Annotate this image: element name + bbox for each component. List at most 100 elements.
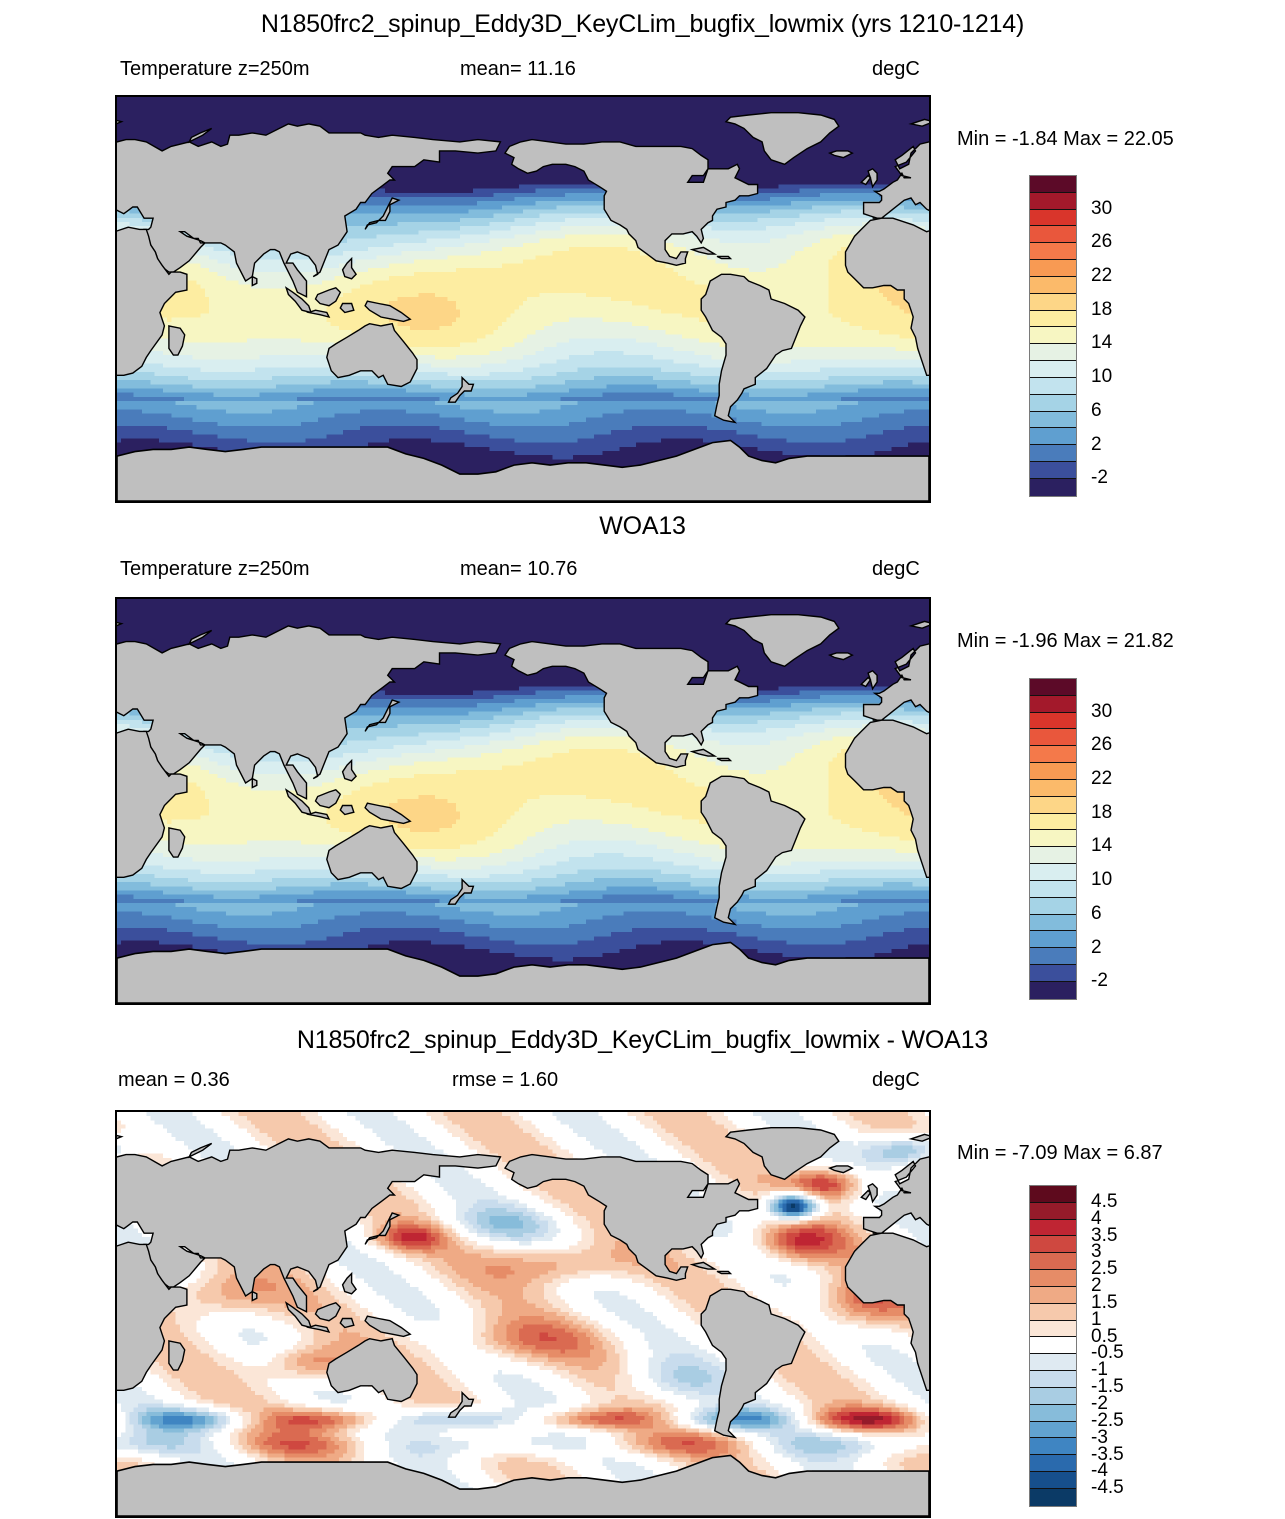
colorbar-segment bbox=[1030, 1488, 1076, 1506]
colorbar-segment bbox=[1030, 763, 1076, 780]
colorbar-segment bbox=[1030, 1438, 1076, 1456]
colorbar-segment bbox=[1030, 327, 1076, 345]
colorbar-segment bbox=[1030, 1472, 1076, 1489]
colorbar-tick-label: -2 bbox=[1091, 1393, 1108, 1415]
colorbar bbox=[1029, 175, 1077, 497]
colorbar-segment bbox=[1030, 1404, 1076, 1422]
panel-units-label: degC bbox=[872, 1069, 920, 1092]
colorbar-tick-label: 22 bbox=[1091, 265, 1112, 287]
colorbar-segment bbox=[1030, 394, 1076, 412]
colorbar-segment bbox=[1030, 864, 1076, 881]
colorbar-segment bbox=[1030, 276, 1076, 294]
colorbar-segment bbox=[1030, 931, 1076, 949]
colorbar-tick-label: 6 bbox=[1091, 400, 1102, 422]
colorbar-segment bbox=[1030, 746, 1076, 764]
colorbar-labels: 4.5 4 3.5 3 2.5 2 1.5 1 0.5 -0.5 -1 -1.5 -2 -2.5 -3 -3.… bbox=[1091, 1185, 1181, 1505]
colorbar-segment bbox=[1030, 462, 1076, 479]
colorbar-tick-label: 10 bbox=[1091, 869, 1112, 891]
colorbar-tick-label: -4 bbox=[1091, 1460, 1108, 1482]
colorbar-segment bbox=[1030, 813, 1076, 831]
colorbar-tick-label: 30 bbox=[1091, 701, 1112, 723]
colorbar-tick-label: 2 bbox=[1091, 937, 1102, 959]
colorbar-segment bbox=[1030, 796, 1076, 814]
colorbar-segment bbox=[1030, 1421, 1076, 1439]
colorbar-segment bbox=[1030, 897, 1076, 915]
colorbar-segment bbox=[1030, 1387, 1076, 1405]
panel-mean-label: mean= 11.16 bbox=[460, 58, 576, 81]
min-max-label: Min = -1.84 Max = 22.05 bbox=[957, 128, 1174, 151]
colorbar-tick-label: -2.5 bbox=[1091, 1410, 1124, 1432]
colorbar-segment bbox=[1030, 830, 1076, 848]
colorbar-tick-label: 10 bbox=[1091, 366, 1112, 388]
colorbar-tick-label: 2.5 bbox=[1091, 1258, 1117, 1280]
min-max-label: Min = -1.96 Max = 21.82 bbox=[957, 630, 1174, 653]
colorbar-segment bbox=[1030, 176, 1076, 193]
colorbar-tick-label: -4.5 bbox=[1091, 1477, 1124, 1499]
colorbar-tick-label: 3.5 bbox=[1091, 1225, 1117, 1247]
colorbar-segment bbox=[1030, 293, 1076, 311]
colorbar-tick-label: -1 bbox=[1091, 1359, 1108, 1381]
colorbar-tick-label: 4 bbox=[1091, 1208, 1102, 1230]
colorbar-tick-label: 1 bbox=[1091, 1309, 1102, 1331]
panel-field-label: Temperature z=250m bbox=[120, 558, 310, 581]
colorbar-tick-label: 14 bbox=[1091, 332, 1112, 354]
colorbar-tick-label: -3 bbox=[1091, 1427, 1108, 1449]
colorbar-segment bbox=[1030, 1186, 1076, 1203]
panel-subheader: Temperature z=250m mean= 10.76 degC bbox=[0, 558, 1285, 582]
panel-subheader: mean = 0.36 rmse = 1.60 degC bbox=[0, 1069, 1285, 1093]
panel-title: N1850frc2_spinup_Eddy3D_KeyCLim_bugfix_l… bbox=[0, 10, 1285, 39]
colorbar-tick-label: 30 bbox=[1091, 198, 1112, 220]
colorbar-segment bbox=[1030, 948, 1076, 966]
colorbar-tick-label: 22 bbox=[1091, 768, 1112, 790]
world-map bbox=[115, 1110, 931, 1518]
colorbar-tick-label: 14 bbox=[1091, 835, 1112, 857]
colorbar-segment bbox=[1030, 260, 1076, 277]
min-max-label: Min = -7.09 Max = 6.87 bbox=[957, 1142, 1163, 1165]
colorbar-segment bbox=[1030, 729, 1076, 747]
colorbar-segment bbox=[1030, 1303, 1076, 1321]
colorbar-segment bbox=[1030, 679, 1076, 696]
colorbar-segment bbox=[1030, 1354, 1076, 1372]
colorbar-tick-label: -0.5 bbox=[1091, 1342, 1124, 1364]
colorbar-tick-label: 0.5 bbox=[1091, 1326, 1117, 1348]
panel-field-label: Temperature z=250m bbox=[120, 58, 310, 81]
colorbar-segment bbox=[1030, 1371, 1076, 1388]
colorbar-segment bbox=[1030, 478, 1076, 496]
colorbar-tick-label: -1.5 bbox=[1091, 1376, 1124, 1398]
panel-units-label: degC bbox=[872, 58, 920, 81]
colorbar-segment bbox=[1030, 1455, 1076, 1473]
panel-title: WOA13 bbox=[0, 512, 1285, 541]
colorbar bbox=[1029, 1185, 1077, 1507]
colorbar-segment bbox=[1030, 192, 1076, 210]
panel-title: N1850frc2_spinup_Eddy3D_KeyCLim_bugfix_l… bbox=[0, 1026, 1285, 1055]
colorbar-tick-label: 2 bbox=[1091, 1275, 1102, 1297]
colorbar-segment bbox=[1030, 965, 1076, 982]
colorbar-segment bbox=[1030, 377, 1076, 395]
colorbar-tick-label: 4.5 bbox=[1091, 1191, 1117, 1213]
colorbar-segment bbox=[1030, 1236, 1076, 1254]
colorbar-segment bbox=[1030, 1337, 1076, 1355]
colorbar-tick-label: 3 bbox=[1091, 1241, 1102, 1263]
colorbar-segment bbox=[1030, 981, 1076, 999]
colorbar-segment bbox=[1030, 428, 1076, 446]
colorbar-segment bbox=[1030, 914, 1076, 932]
colorbar-tick-label: -2 bbox=[1091, 970, 1108, 992]
colorbar-segment bbox=[1030, 712, 1076, 730]
colorbar-segment bbox=[1030, 1219, 1076, 1237]
colorbar-tick-label: 6 bbox=[1091, 903, 1102, 925]
colorbar-segment bbox=[1030, 695, 1076, 713]
colorbar-segment bbox=[1030, 344, 1076, 362]
colorbar-segment bbox=[1030, 209, 1076, 227]
colorbar-segment bbox=[1030, 226, 1076, 244]
colorbar bbox=[1029, 678, 1077, 1000]
colorbar-tick-label: -2 bbox=[1091, 467, 1108, 489]
colorbar-segment bbox=[1030, 1320, 1076, 1338]
colorbar-segment bbox=[1030, 1202, 1076, 1220]
panel-subheader: Temperature z=250m mean= 11.16 degC bbox=[0, 58, 1285, 82]
colorbar-segment bbox=[1030, 847, 1076, 865]
colorbar-tick-label: 2 bbox=[1091, 434, 1102, 456]
colorbar-tick-label: 1.5 bbox=[1091, 1292, 1117, 1314]
colorbar-segment bbox=[1030, 1253, 1076, 1271]
world-map bbox=[115, 95, 931, 503]
colorbar-segment bbox=[1030, 1270, 1076, 1287]
